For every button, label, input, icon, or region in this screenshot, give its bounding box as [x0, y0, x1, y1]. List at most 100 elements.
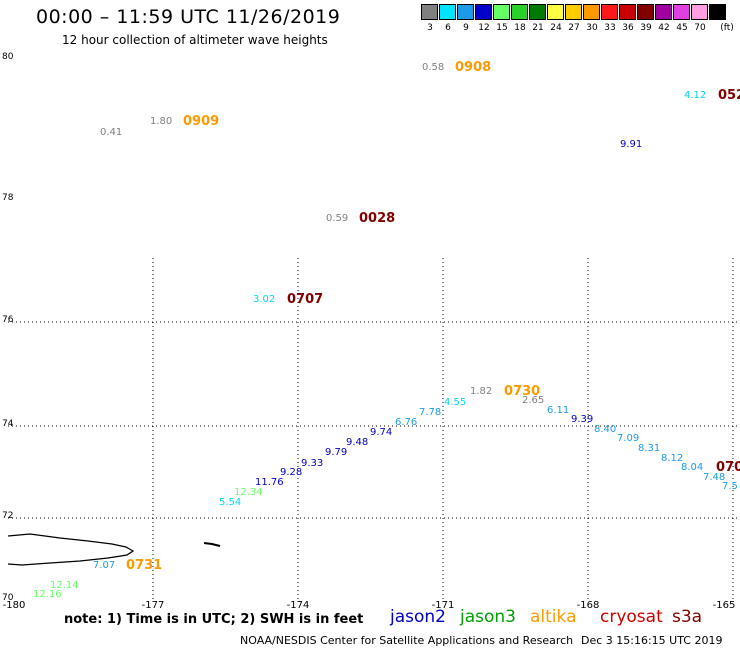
color-scale-tick-label: 18	[514, 23, 526, 33]
wave-height-label: 8.40	[594, 424, 617, 435]
wave-height-label: 9.28	[280, 467, 303, 478]
color-scale-tick-label: 21	[532, 23, 544, 33]
legend-item-s3a: s3a	[672, 607, 703, 627]
color-scale-swatch	[709, 4, 726, 20]
lon-label: -168	[576, 600, 600, 611]
color-scale-tick-label: 45	[676, 23, 688, 33]
wave-height-label: 5.54	[219, 497, 242, 508]
wrangel-island-coastline	[7, 533, 135, 566]
units-note: note: 1) Time is in UTC; 2) SWH is in fe…	[64, 612, 364, 627]
wave-height-label: 12.16	[33, 589, 62, 600]
color-scale-swatch	[457, 4, 474, 20]
wave-height-label: 3.02	[253, 294, 276, 305]
color-scale-tick-label: 30	[586, 23, 598, 33]
pass-time-label: 0731	[126, 558, 163, 573]
legend-item-altika: altika	[530, 607, 577, 627]
lat-label: 74	[2, 419, 14, 429]
wave-height-label: 9.33	[301, 458, 324, 469]
wave-height-label: 0.41	[100, 127, 123, 138]
graticule	[8, 258, 740, 600]
wave-height-label: 7.07	[93, 560, 116, 571]
wave-height-label: 6.76	[395, 417, 418, 428]
legend-item-cryosat: cryosat	[600, 607, 663, 627]
pass-time-label: 0707	[287, 292, 324, 307]
color-scale-tick-label: 9	[463, 23, 469, 33]
color-scale-swatch	[691, 4, 708, 20]
legend-item-jason2: jason2	[390, 607, 446, 627]
color-scale-swatch	[493, 4, 510, 20]
color-scale-swatch	[673, 4, 690, 20]
color-scale-swatch	[421, 4, 438, 20]
color-scale-tick-label: 12	[478, 23, 490, 33]
wave-height-label: 9.48	[346, 437, 369, 448]
lon-label: -177	[141, 600, 165, 611]
generated-timestamp: Dec 3 15:16:15 UTC 2019	[581, 634, 723, 647]
wave-height-label: 9.39	[571, 414, 594, 425]
wave-height-label: 8.31	[638, 443, 661, 454]
legend-item-jason3: jason3	[460, 607, 516, 627]
color-scale-swatch	[637, 4, 654, 20]
lon-label: -165	[712, 600, 736, 611]
color-scale-tick-label: 70	[694, 23, 706, 33]
herald-island-coastline	[203, 542, 221, 547]
color-scale-tick-label: 15	[496, 23, 508, 33]
wave-height-label: 8.04	[681, 462, 704, 473]
wave-height-label: 1.80	[150, 116, 173, 127]
wave-height-label: 12.34	[234, 487, 263, 498]
map-title: 00:00 – 11:59 UTC 11/26/2019	[36, 6, 341, 28]
lon-label: -180	[2, 600, 26, 611]
color-scale-swatch	[529, 4, 546, 20]
wave-height-label: 9.74	[370, 427, 393, 438]
wave-height-label: 4.55	[444, 397, 467, 408]
color-scale-swatch	[475, 4, 492, 20]
wave-height-label: 1.82	[470, 386, 493, 397]
color-scale-tick-label: 39	[640, 23, 652, 33]
pass-time-label: 052	[718, 88, 740, 103]
pass-time-label: 0909	[183, 114, 220, 129]
lat-label: 78	[2, 193, 14, 203]
color-scale-tick-label: 6	[445, 23, 451, 33]
wave-height-label: 0.59	[326, 213, 349, 224]
pass-time-label: 0730	[504, 384, 541, 399]
color-scale-swatch	[439, 4, 456, 20]
wave-height-label: 0.58	[422, 62, 445, 73]
color-scale-tick-label: 36	[622, 23, 634, 33]
wave-height-label: 11.76	[255, 477, 284, 488]
wave-height-label: 7.48	[703, 472, 726, 483]
wave-height-label: 12.14	[50, 580, 79, 591]
wave-height-label: 2.65	[522, 395, 545, 406]
wave-height-label: 9.79	[325, 447, 348, 458]
wave-height-label: 7.78	[419, 407, 442, 418]
lon-label: -171	[431, 600, 455, 611]
wave-height-label: 7.5	[722, 481, 738, 492]
credit-line: NOAA/NESDIS Center for Satellite Applica…	[240, 634, 574, 647]
color-scale-unit-label: (ft)	[720, 23, 734, 33]
wave-height-label: 7.09	[617, 433, 640, 444]
color-scale-tick-label: 24	[550, 23, 562, 33]
pass-time-label: 0028	[359, 211, 396, 226]
wave-height-label: 6.11	[547, 405, 570, 416]
color-scale-tick-label: 33	[604, 23, 616, 33]
lat-label: 72	[2, 511, 14, 521]
color-scale-swatch	[601, 4, 618, 20]
color-scale-swatch	[583, 4, 600, 20]
color-scale-tick-label: 3	[427, 23, 433, 33]
map-subtitle: 12 hour collection of altimeter wave hei…	[62, 33, 328, 47]
lat-label: 76	[2, 315, 14, 325]
color-scale-swatch	[547, 4, 564, 20]
color-scale-tick-label: 27	[568, 23, 580, 33]
color-scale-swatch	[511, 4, 528, 20]
pass-time-label: 0908	[455, 60, 492, 75]
color-scale-tick-label: 42	[658, 23, 670, 33]
color-scale-swatch	[655, 4, 672, 20]
wave-height-label: 8.12	[661, 453, 684, 464]
lon-label: -174	[286, 600, 310, 611]
pass-time-label: 070	[716, 460, 740, 475]
lat-label: 80	[2, 52, 14, 62]
color-scale-swatch	[619, 4, 636, 20]
wave-height-label: 4.12	[684, 90, 707, 101]
lat-label: 70	[2, 593, 14, 603]
wave-height-label: 9.91	[620, 139, 643, 150]
color-scale-swatch	[565, 4, 582, 20]
